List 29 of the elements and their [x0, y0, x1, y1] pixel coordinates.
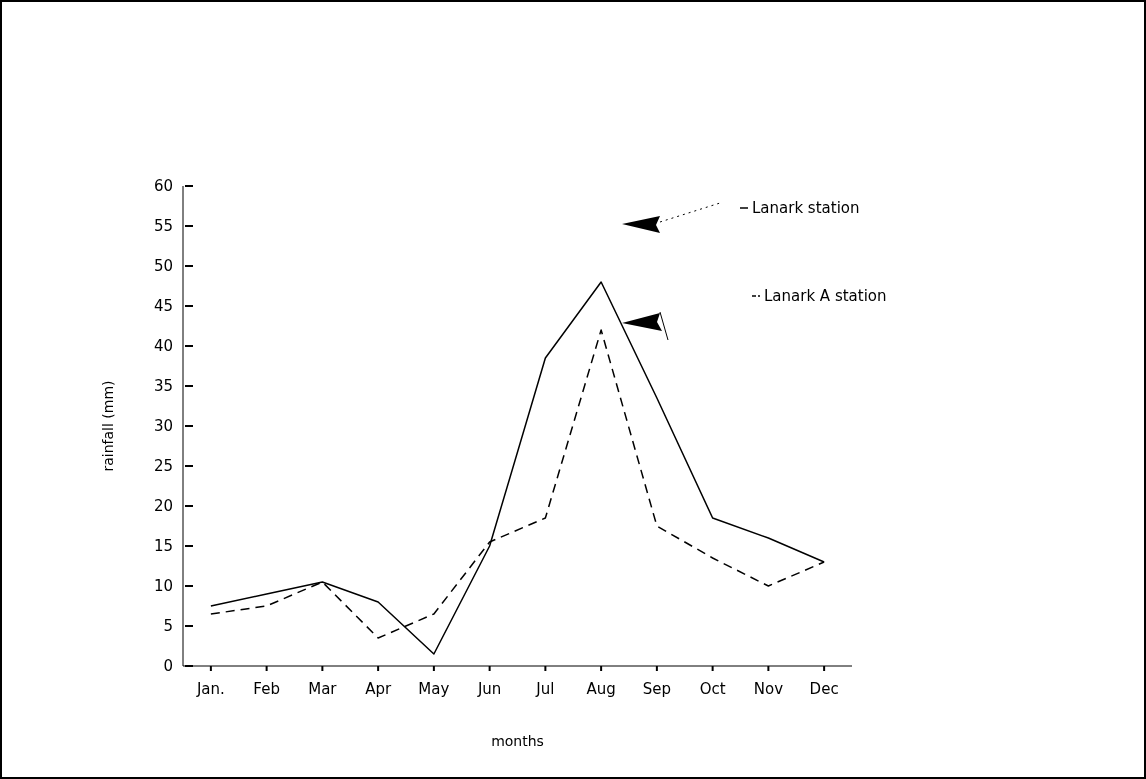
- y-tick-label: 30: [153, 417, 173, 436]
- y-tick-label: 50: [153, 257, 173, 276]
- x-tick-label: Jan.: [195, 680, 225, 698]
- y-tick-label: 15: [153, 537, 173, 556]
- y-tick-label: 35: [153, 377, 173, 396]
- x-tick-label: Feb: [253, 680, 280, 698]
- x-tick-label: Mar: [308, 680, 338, 698]
- x-tick-label: Aug: [586, 680, 616, 698]
- x-tick-label: Jun: [476, 680, 502, 698]
- x-tick-label: Sep: [642, 680, 672, 698]
- x-axis-title: months: [491, 733, 544, 749]
- x-tick-label: Nov: [753, 680, 784, 698]
- y-tick-label: 5: [163, 617, 173, 636]
- y-tick-label: 25: [153, 457, 173, 476]
- x-tick-label: Jul: [535, 680, 555, 698]
- y-tick-label: 20: [153, 497, 173, 516]
- y-tick-label: 40: [153, 337, 173, 356]
- y-tick-label: 45: [153, 297, 173, 316]
- y-tick-label: 55: [153, 217, 173, 236]
- y-tick-label: 10: [153, 577, 173, 596]
- x-tick-label: May: [418, 680, 450, 698]
- x-tick-label: Oct: [699, 680, 726, 698]
- y-tick-label: 0: [163, 657, 173, 676]
- legend-label: Lanark A station: [764, 287, 887, 306]
- x-tick-label: Dec: [809, 680, 839, 698]
- x-tick-label: Apr: [365, 680, 392, 698]
- legend-label: Lanark station: [752, 199, 860, 218]
- y-axis-title: rainfall (mm): [100, 380, 116, 472]
- y-tick-label: 60: [153, 177, 173, 196]
